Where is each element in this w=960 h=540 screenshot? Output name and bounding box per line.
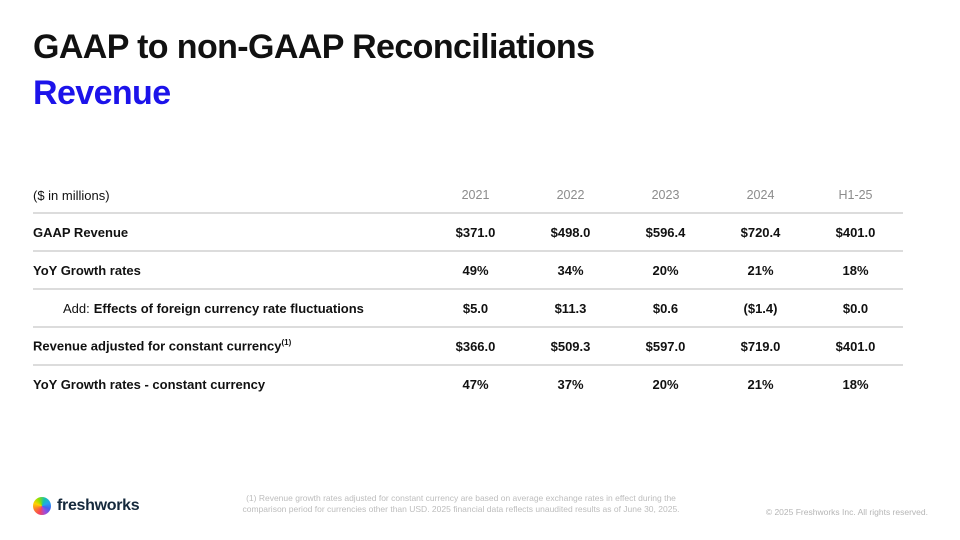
title-block: GAAP to non-GAAP Reconciliations Revenue <box>33 24 595 116</box>
row-label-prefix: Add: <box>63 300 90 316</box>
row-label-text: Effects of foreign currency rate fluctua… <box>93 300 364 316</box>
unit-label: ($ in millions) <box>33 187 110 203</box>
table-row-constant-currency-revenue: Revenue adjusted for constant currency(1… <box>33 328 903 366</box>
copyright-notice: © 2025 Freshworks Inc. All rights reserv… <box>765 507 928 517</box>
cell-value: $596.4 <box>645 224 686 240</box>
cell-value: $5.0 <box>462 300 489 316</box>
cell-value: $401.0 <box>835 224 876 240</box>
table-row-gaap-revenue: GAAP Revenue $371.0 $498.0 $596.4 $720.4… <box>33 214 903 252</box>
table-row-yoy-growth-constant-currency: YoY Growth rates - constant currency 47%… <box>33 366 903 402</box>
cell-value: 47% <box>462 376 489 392</box>
cell-value: 18% <box>842 262 869 278</box>
row-label: YoY Growth rates <box>33 262 141 278</box>
cell-value: ($1.4) <box>743 300 778 316</box>
row-label: GAAP Revenue <box>33 224 129 240</box>
page-title: GAAP to non-GAAP Reconciliations <box>33 28 595 66</box>
cell-value: 49% <box>462 262 489 278</box>
footnote-line-2: comparison period for currencies other t… <box>242 504 680 514</box>
cell-value: 20% <box>652 262 679 278</box>
column-header-2021: 2021 <box>461 188 490 202</box>
freshworks-logo: freshworks <box>33 497 140 515</box>
column-header-h1-25: H1-25 <box>838 188 873 202</box>
row-label: YoY Growth rates - constant currency <box>33 376 266 392</box>
cell-value: $0.6 <box>652 300 679 316</box>
row-label-text: Revenue adjusted for constant currency <box>33 338 282 354</box>
cell-value: 21% <box>747 262 774 278</box>
cell-value: $498.0 <box>550 224 591 240</box>
cell-value: $371.0 <box>455 224 496 240</box>
freshworks-logo-icon <box>33 497 51 515</box>
row-label: Revenue adjusted for constant currency(1… <box>33 338 428 353</box>
table-row-yoy-growth: YoY Growth rates 49% 34% 20% 21% 18% <box>33 252 903 290</box>
column-header-2022: 2022 <box>556 188 585 202</box>
table-row-fx-effects: Add: Effects of foreign currency rate flu… <box>33 290 903 328</box>
cell-value: $509.3 <box>550 338 591 354</box>
reconciliation-table: ($ in millions) 2021 2022 2023 2024 H1-2… <box>33 178 903 402</box>
cell-value: $597.0 <box>645 338 686 354</box>
page-subtitle: Revenue <box>33 74 171 112</box>
cell-value: $11.3 <box>554 300 587 316</box>
cell-value: $720.4 <box>740 224 781 240</box>
cell-value: 21% <box>747 376 774 392</box>
row-label: Add: Effects of foreign currency rate flu… <box>33 301 428 316</box>
freshworks-logo-text: freshworks <box>57 497 140 514</box>
cell-value: $719.0 <box>740 338 781 354</box>
footnote: (1) Revenue growth rates adjusted for co… <box>224 493 698 515</box>
cell-value: $0.0 <box>842 300 869 316</box>
column-header-2024: 2024 <box>746 188 775 202</box>
cell-value: $366.0 <box>455 338 496 354</box>
cell-value: 20% <box>652 376 679 392</box>
cell-value: 18% <box>842 376 869 392</box>
cell-value: 34% <box>557 262 584 278</box>
cell-value: $401.0 <box>835 338 876 354</box>
footnote-marker: (1) <box>281 338 292 348</box>
column-header-2023: 2023 <box>651 188 680 202</box>
cell-value: 37% <box>557 376 584 392</box>
footnote-line-1: (1) Revenue growth rates adjusted for co… <box>246 493 676 503</box>
table-header-row: ($ in millions) 2021 2022 2023 2024 H1-2… <box>33 178 903 214</box>
